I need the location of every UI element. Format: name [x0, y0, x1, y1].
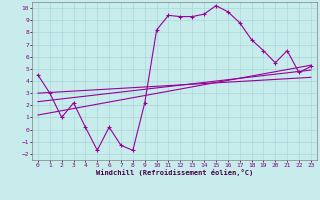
X-axis label: Windchill (Refroidissement éolien,°C): Windchill (Refroidissement éolien,°C)	[96, 169, 253, 176]
